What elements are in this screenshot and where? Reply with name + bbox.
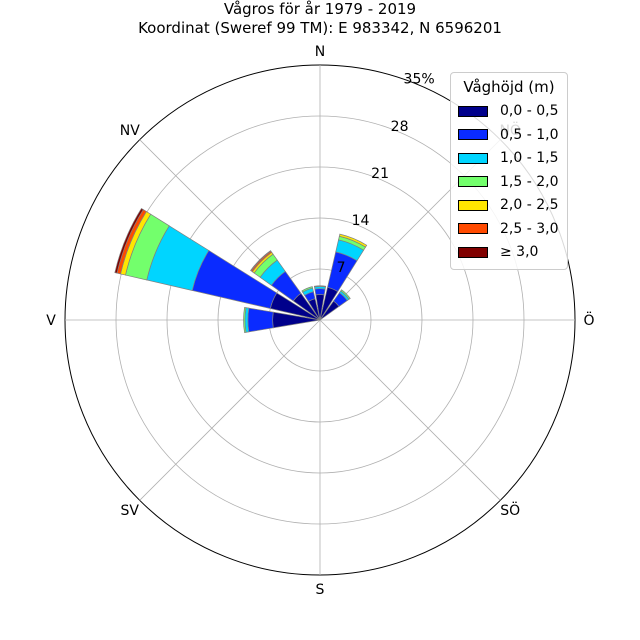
legend-label: 2,0 - 2,5: [500, 197, 559, 213]
legend-item: 2,5 - 3,0: [458, 219, 558, 239]
rose-bar-segment: [114, 207, 144, 274]
chart-title: Vågros för år 1979 - 2019: [223, 0, 417, 18]
direction-label: V: [46, 313, 56, 329]
radial-tick-label: 35%: [404, 72, 435, 88]
rose-bar-segment: [313, 285, 327, 288]
legend-swatch: [458, 246, 488, 258]
legend-swatch: [458, 152, 488, 164]
rose-bar-segment: [243, 306, 247, 334]
rose-bar-segment: [338, 233, 368, 248]
radial-tick-label: 28: [391, 119, 409, 135]
legend-item: ≥ 3,0: [458, 242, 538, 262]
rose-bar-segment: [301, 286, 314, 293]
radial-tick-label: 7: [337, 260, 346, 276]
legend-swatch: [458, 105, 488, 117]
legend-item: 0,5 - 1,0: [458, 125, 558, 145]
legend-label: 1,0 - 1,5: [500, 150, 559, 166]
rose-bar-segment: [250, 250, 272, 272]
legend-label: 0,5 - 1,0: [500, 126, 559, 143]
direction-label: N: [315, 44, 325, 60]
polar-grid: [64, 64, 576, 576]
legend-item: 0,0 - 0,5: [458, 101, 558, 121]
direction-label: Ö: [583, 311, 594, 329]
rose-bars: [114, 207, 368, 334]
direction-label: NV: [120, 123, 140, 139]
grid-spoke: [319, 319, 501, 501]
direction-label: SV: [121, 503, 140, 519]
legend-label: 1,5 - 2,0: [500, 173, 559, 190]
legend-item: 2,0 - 2,5: [458, 195, 558, 215]
radial-tick-label: 21: [371, 166, 389, 182]
radial-tick-label: 14: [352, 213, 370, 229]
legend-swatch: [458, 129, 488, 140]
rose-bar-segment: [314, 288, 326, 296]
legend: Våghöjd (m) 0,0 - 0,5 0,5 - 1,0 1,0 - 1,5 1…: [450, 72, 568, 270]
chart-subtitle: Koordinat (Sweref 99 TM): E 983342, N 65…: [138, 19, 502, 37]
legend-label: 0,0 - 0,5: [500, 103, 559, 119]
direction-label: SÖ: [500, 501, 520, 519]
legend-swatch: [458, 176, 488, 187]
legend-item: 1,0 - 1,5: [458, 148, 558, 168]
direction-label: S: [316, 582, 325, 598]
legend-title: Våghöjd (m): [463, 78, 555, 96]
rose-bar-segment: [340, 289, 351, 300]
radial-tick-labels: 7 14 21 28 35%: [337, 72, 435, 276]
legend-label: ≥ 3,0: [500, 244, 539, 260]
legend-label: 2,5 - 3,0: [500, 220, 559, 237]
legend-swatch: [458, 223, 488, 234]
legend-item: 1,5 - 2,0: [458, 172, 558, 192]
rose-bar-segment: [247, 307, 274, 333]
grid-spoke: [139, 319, 321, 501]
legend-swatch: [458, 199, 488, 211]
